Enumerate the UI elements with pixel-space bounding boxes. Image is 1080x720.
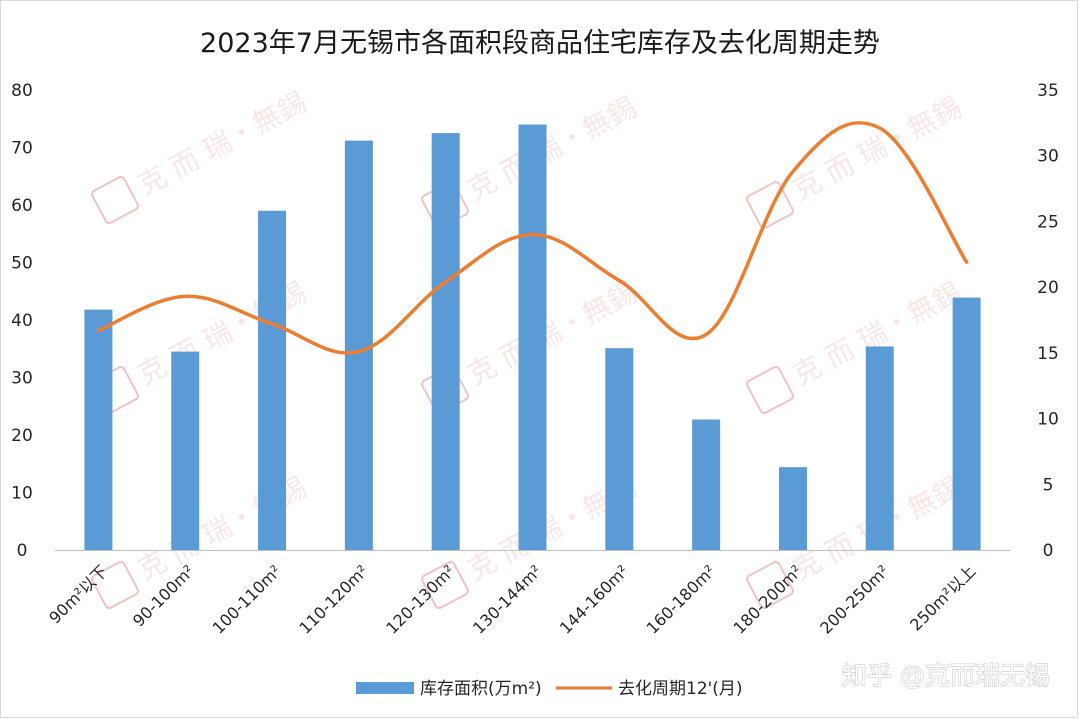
watermark-text: 克 而 瑞・無錫: [132, 85, 312, 201]
bar: [518, 124, 547, 550]
y-left-tick-label: 40: [11, 311, 33, 331]
bar: [171, 351, 200, 550]
x-tick-label: 250m²以上: [906, 561, 979, 634]
seal-icon: [91, 176, 139, 224]
y-right-tick-label: 15: [1037, 344, 1059, 364]
bar: [865, 346, 894, 550]
seal-icon: [746, 181, 794, 229]
bar: [778, 467, 807, 550]
bar: [431, 133, 460, 550]
watermark: 克 而 瑞・無錫: [746, 90, 967, 229]
y-left-tick-label: 60: [11, 196, 33, 216]
y-left-tick-label: 70: [11, 139, 33, 159]
x-tick-label: 90m²以下: [45, 561, 111, 627]
x-tick-label: 100-110m²: [209, 561, 285, 637]
watermark-text: 克 而 瑞・無錫: [462, 90, 642, 206]
x-tick-label: 110-120m²: [295, 561, 371, 637]
line-series: [96, 121, 969, 355]
watermark: 克 而 瑞・無錫: [746, 275, 967, 414]
x-tick-label: 144-160m²: [556, 561, 632, 637]
legend-bar-swatch: [356, 682, 414, 694]
x-tick-label: 120-130m²: [382, 561, 458, 637]
credit-watermark: 知乎 @克而瑞无锡: [842, 661, 1050, 690]
seal-icon: [746, 366, 794, 414]
bar: [84, 309, 113, 550]
y-right-tick-label: 20: [1037, 278, 1059, 298]
legend-line-label: 去化周期12'(月): [618, 679, 743, 699]
legend-bar-label: 库存面积(万m²): [420, 679, 542, 699]
y-right-tick-label: 0: [1043, 541, 1054, 561]
x-tick-label: 160-180m²: [643, 561, 719, 637]
y-right-tick-label: 30: [1037, 147, 1059, 167]
x-tick-label: 180-200m²: [730, 561, 806, 637]
bar-series: [84, 124, 981, 550]
y-left-tick-label: 0: [17, 541, 28, 561]
y-left-tick-label: 30: [11, 369, 33, 389]
y-right-tick-label: 25: [1037, 212, 1059, 232]
bar: [344, 140, 373, 550]
y-right-tick-label: 10: [1037, 410, 1059, 430]
bar: [692, 419, 721, 550]
y-left-tick-label: 50: [11, 254, 33, 274]
bar: [605, 348, 634, 550]
y-right-tick-label: 5: [1043, 475, 1054, 495]
y-axis-left: 0 10 20 30 40 50 60 70 80: [11, 81, 33, 561]
line-path: [96, 121, 969, 355]
y-left-tick-label: 10: [11, 484, 33, 504]
seal-icon: [91, 561, 139, 609]
bar: [258, 210, 287, 550]
y-left-tick-label: 80: [11, 81, 33, 101]
seal-icon: [421, 561, 469, 609]
legend: 库存面积(万m²) 去化周期12'(月): [356, 679, 743, 699]
bar: [952, 297, 981, 550]
seal-icon: [746, 561, 794, 609]
y-right-tick-label: 35: [1037, 81, 1059, 101]
watermark: 克 而 瑞・無錫: [91, 85, 312, 224]
y-axis-right: 0 5 10 15 20 25 30 35: [1037, 81, 1059, 561]
y-left-tick-label: 20: [11, 426, 33, 446]
chart-title: 2023年7月无锡市各面积段商品住宅库存及去化周期走势: [200, 28, 880, 59]
